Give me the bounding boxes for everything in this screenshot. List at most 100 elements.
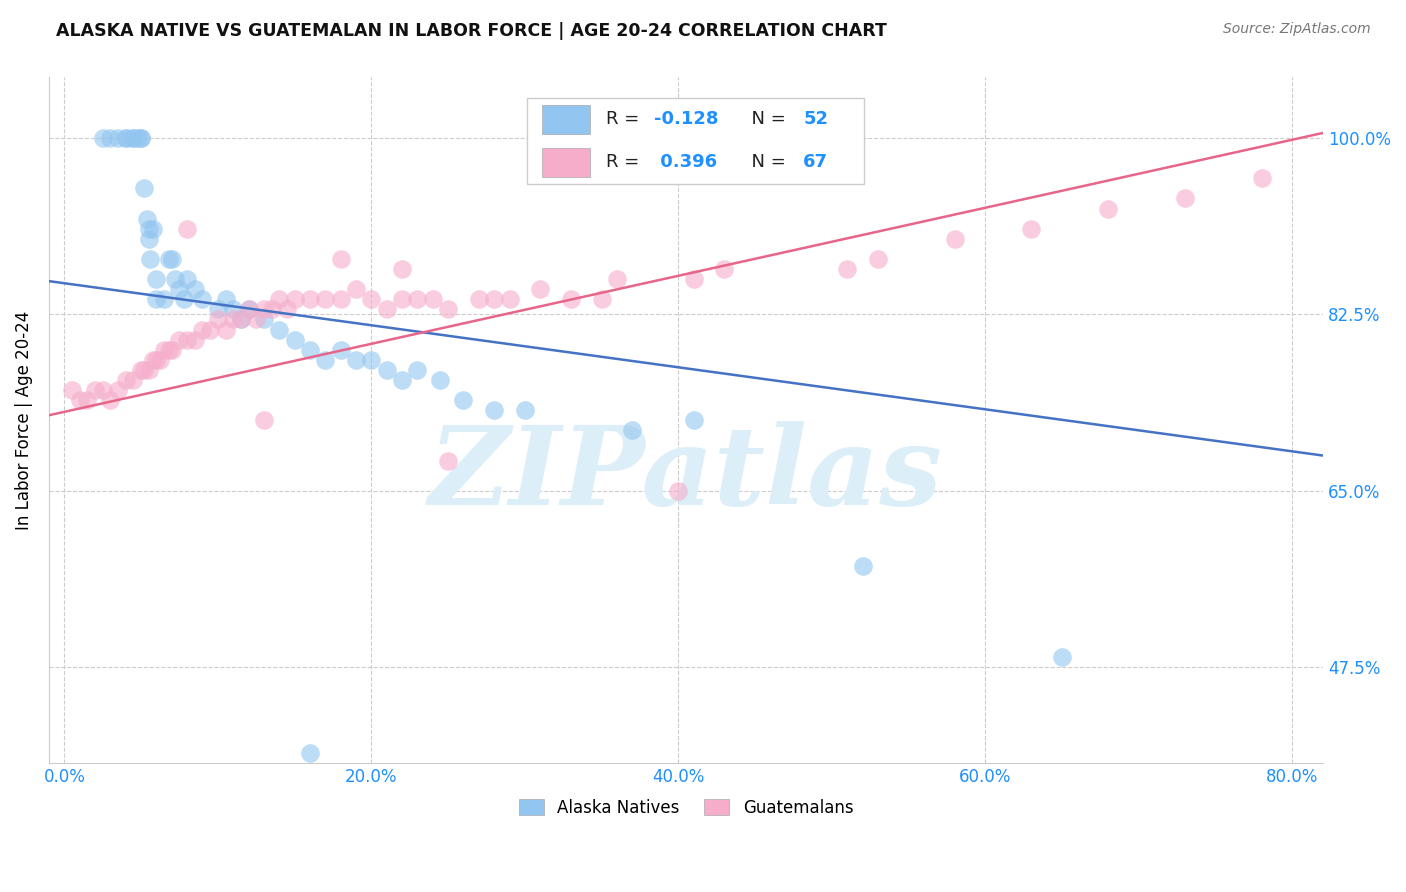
- Point: [138, 221, 160, 235]
- Point: [329, 252, 352, 266]
- Point: [1097, 202, 1119, 216]
- Point: [184, 333, 207, 347]
- Point: [422, 293, 444, 307]
- Point: [191, 293, 214, 307]
- Point: [229, 312, 252, 326]
- Point: [591, 293, 613, 307]
- Point: [406, 293, 429, 307]
- Point: [114, 131, 136, 145]
- Point: [344, 282, 367, 296]
- Point: [375, 363, 398, 377]
- Point: [222, 302, 245, 317]
- Point: [360, 352, 382, 367]
- Point: [145, 272, 167, 286]
- Point: [260, 302, 283, 317]
- Point: [176, 272, 198, 286]
- Point: [134, 181, 156, 195]
- Point: [621, 423, 644, 437]
- Point: [391, 293, 413, 307]
- Point: [360, 293, 382, 307]
- Point: [169, 282, 191, 296]
- Text: 52: 52: [803, 111, 828, 128]
- Point: [943, 232, 966, 246]
- Point: [145, 352, 167, 367]
- Point: [138, 232, 160, 246]
- Point: [207, 302, 229, 317]
- Point: [498, 293, 520, 307]
- Point: [157, 252, 180, 266]
- Point: [468, 293, 491, 307]
- Point: [145, 293, 167, 307]
- FancyBboxPatch shape: [527, 98, 865, 184]
- Point: [1174, 191, 1197, 205]
- Point: [207, 312, 229, 326]
- Point: [157, 343, 180, 357]
- Text: R =: R =: [606, 111, 645, 128]
- Point: [136, 211, 159, 226]
- Point: [284, 293, 307, 307]
- Point: [391, 262, 413, 277]
- Point: [329, 293, 352, 307]
- Point: [529, 282, 551, 296]
- Point: [160, 343, 183, 357]
- Point: [329, 343, 352, 357]
- Point: [114, 131, 136, 145]
- Point: [176, 333, 198, 347]
- Point: [60, 383, 83, 397]
- Point: [107, 131, 129, 145]
- Point: [713, 262, 735, 277]
- Point: [513, 403, 536, 417]
- Point: [238, 302, 260, 317]
- Text: 67: 67: [803, 153, 828, 171]
- Point: [253, 413, 276, 427]
- Point: [406, 363, 429, 377]
- Point: [91, 131, 114, 145]
- Point: [129, 363, 152, 377]
- Text: 0.396: 0.396: [654, 153, 717, 171]
- FancyBboxPatch shape: [543, 148, 591, 177]
- Text: Source: ZipAtlas.com: Source: ZipAtlas.com: [1223, 22, 1371, 37]
- Legend: Alaska Natives, Guatemalans: Alaska Natives, Guatemalans: [512, 792, 860, 823]
- Point: [169, 333, 191, 347]
- Point: [127, 131, 149, 145]
- Point: [269, 293, 291, 307]
- Point: [214, 293, 236, 307]
- Point: [191, 322, 214, 336]
- Point: [253, 302, 276, 317]
- Point: [134, 363, 156, 377]
- Point: [198, 322, 221, 336]
- Point: [253, 312, 276, 326]
- FancyBboxPatch shape: [543, 105, 591, 134]
- Point: [184, 282, 207, 296]
- Point: [139, 252, 162, 266]
- Point: [482, 403, 505, 417]
- Point: [129, 131, 152, 145]
- Point: [437, 453, 460, 467]
- Point: [298, 293, 321, 307]
- Point: [148, 352, 170, 367]
- Point: [163, 272, 186, 286]
- Point: [314, 293, 336, 307]
- Point: [298, 343, 321, 357]
- Point: [682, 272, 704, 286]
- Point: [214, 322, 236, 336]
- Point: [837, 262, 859, 277]
- Point: [122, 131, 145, 145]
- Point: [314, 352, 336, 367]
- Point: [344, 352, 367, 367]
- Text: ALASKA NATIVE VS GUATEMALAN IN LABOR FORCE | AGE 20-24 CORRELATION CHART: ALASKA NATIVE VS GUATEMALAN IN LABOR FOR…: [56, 22, 887, 40]
- Point: [84, 383, 107, 397]
- Point: [866, 252, 889, 266]
- Point: [298, 746, 321, 760]
- Point: [176, 221, 198, 235]
- Point: [560, 293, 582, 307]
- Point: [269, 322, 291, 336]
- Point: [142, 221, 165, 235]
- Point: [453, 393, 475, 408]
- Point: [173, 293, 195, 307]
- Point: [276, 302, 298, 317]
- Text: N =: N =: [740, 153, 792, 171]
- Point: [138, 363, 160, 377]
- Point: [375, 302, 398, 317]
- Point: [122, 131, 145, 145]
